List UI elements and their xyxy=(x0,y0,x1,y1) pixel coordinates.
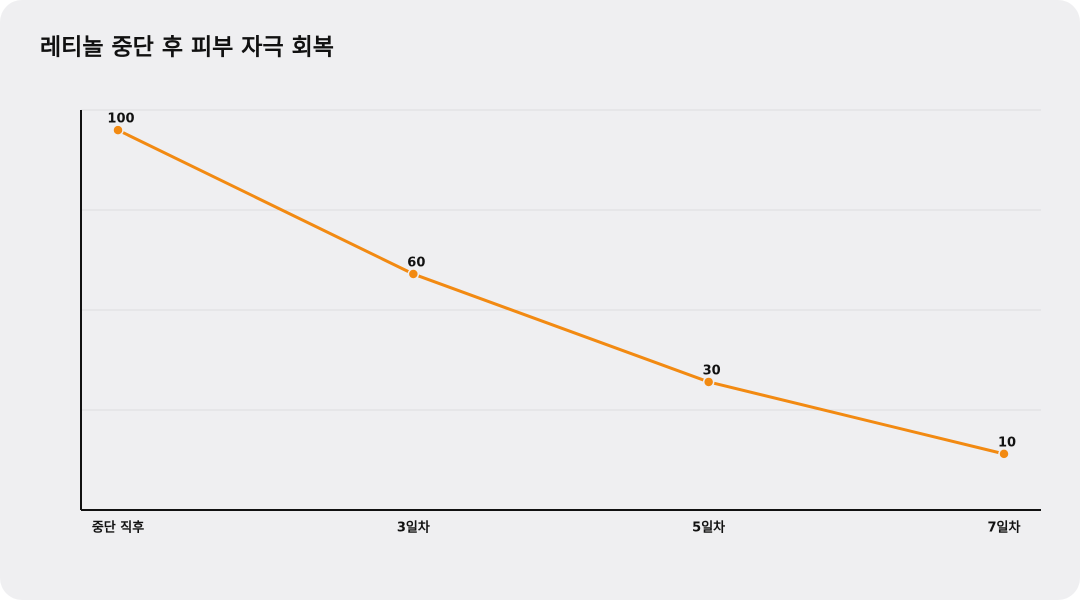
chart-title: 레티놀 중단 후 피부 자극 회복 xyxy=(40,35,334,61)
x-tick-label: 7일차 xyxy=(988,520,1021,536)
point xyxy=(702,376,715,388)
x-tick-label: 중단 직후 xyxy=(92,520,144,536)
x-tick-label: 3일차 xyxy=(397,520,430,536)
data-label: 10 xyxy=(998,435,1016,450)
x-tick-label: 5일차 xyxy=(692,520,725,536)
data-label: 60 xyxy=(407,256,425,271)
data-label: 100 xyxy=(107,112,134,127)
point xyxy=(112,124,124,136)
point xyxy=(998,448,1010,460)
point xyxy=(407,268,420,280)
data-label: 30 xyxy=(703,363,721,378)
line xyxy=(117,128,1005,456)
